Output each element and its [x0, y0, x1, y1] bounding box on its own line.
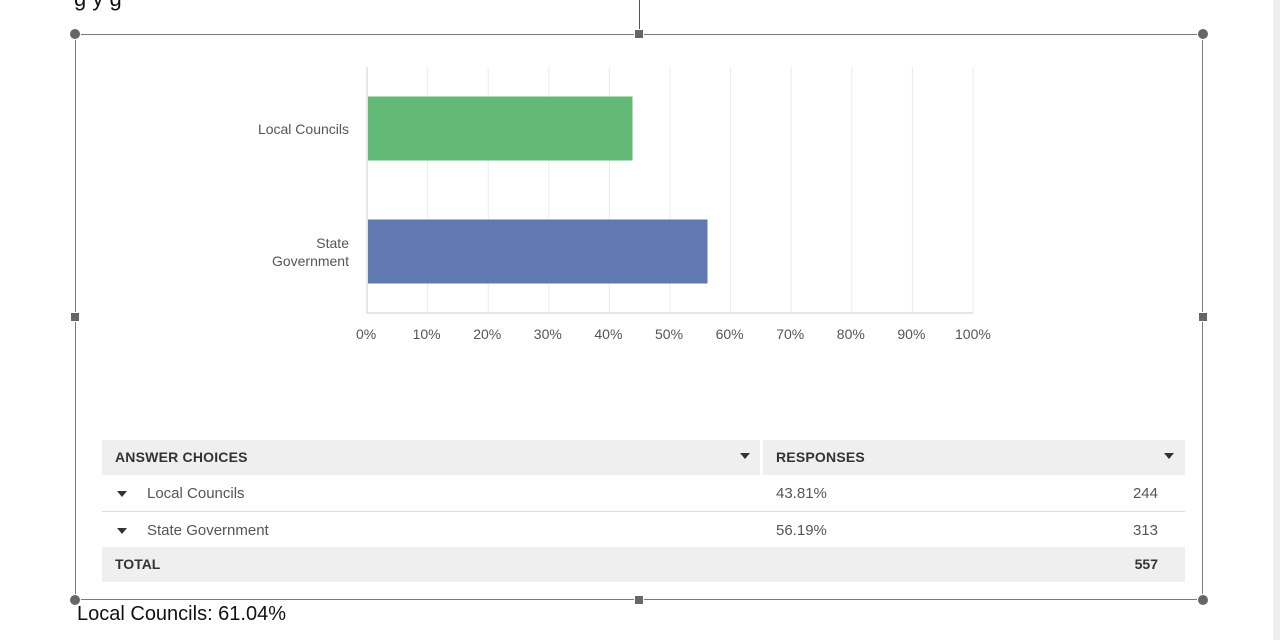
resize-handle-bottom-left[interactable] [69, 594, 81, 606]
expand-caret-icon[interactable] [117, 528, 127, 534]
row-percent: 43.81% [776, 485, 827, 502]
table-header-row: ANSWER CHOICES RESPONSES [102, 440, 1185, 475]
sort-caret-icon[interactable] [740, 453, 750, 459]
sort-caret-icon[interactable] [1164, 453, 1174, 459]
row-choice: Local Councils [147, 485, 245, 502]
resize-handle-top[interactable] [634, 29, 644, 39]
resize-handle-top-left[interactable] [69, 28, 81, 40]
document-caption: Local Councils: 61.04% [77, 603, 287, 625]
header-responses-label: RESPONSES [776, 449, 865, 465]
scrollbar-track[interactable] [1273, 0, 1280, 640]
category-label-line: State [316, 234, 349, 251]
category-label: Local Councils [199, 120, 349, 138]
table-total-row: TOTAL 557 [102, 547, 1185, 582]
resize-handle-left[interactable] [70, 312, 80, 322]
header-answer-choices-label: ANSWER CHOICES [115, 449, 248, 465]
category-label: State Government [199, 234, 349, 270]
table-row[interactable]: Local Councils 43.81% 244 [102, 475, 1185, 511]
category-label-line: Government [271, 252, 349, 269]
category-label-line: Local Councils [257, 120, 349, 137]
row-count: 313 [1132, 522, 1158, 539]
x-tick-label: 30% [533, 326, 562, 342]
anchor-line [639, 0, 640, 34]
x-tick-label: 50% [655, 326, 684, 342]
x-tick-label: 70% [776, 326, 805, 342]
row-percent: 56.19% [776, 522, 827, 539]
header-responses[interactable]: RESPONSES [763, 440, 1185, 475]
row-divider [102, 511, 1185, 512]
resize-handle-top-right[interactable] [1197, 28, 1209, 40]
x-tick-label: 60% [715, 326, 744, 342]
x-tick-label: 80% [836, 326, 865, 342]
total-count: 557 [1134, 556, 1158, 572]
resize-handle-right[interactable] [1198, 312, 1208, 322]
expand-caret-icon[interactable] [117, 491, 127, 497]
bar-chart [366, 67, 974, 314]
x-tick-label: 20% [473, 326, 502, 342]
resize-handle-bottom-right[interactable] [1197, 594, 1209, 606]
row-count: 244 [1132, 485, 1158, 502]
x-tick-label: 90% [897, 326, 926, 342]
document-top-text: g y g [74, 0, 122, 12]
x-tick-label: 0% [356, 326, 377, 342]
total-label: TOTAL [115, 556, 161, 572]
bar-local-councils [368, 96, 633, 161]
x-tick-label: 10% [412, 326, 441, 342]
x-tick-label: 100% [955, 326, 991, 342]
x-tick-label: 40% [594, 326, 623, 342]
bar-state-government [368, 219, 708, 284]
table-row[interactable]: State Government 56.19% 313 [102, 512, 1185, 547]
resize-handle-bottom[interactable] [634, 595, 644, 605]
row-choice: State Government [147, 522, 269, 539]
header-answer-choices[interactable]: ANSWER CHOICES [102, 440, 760, 475]
